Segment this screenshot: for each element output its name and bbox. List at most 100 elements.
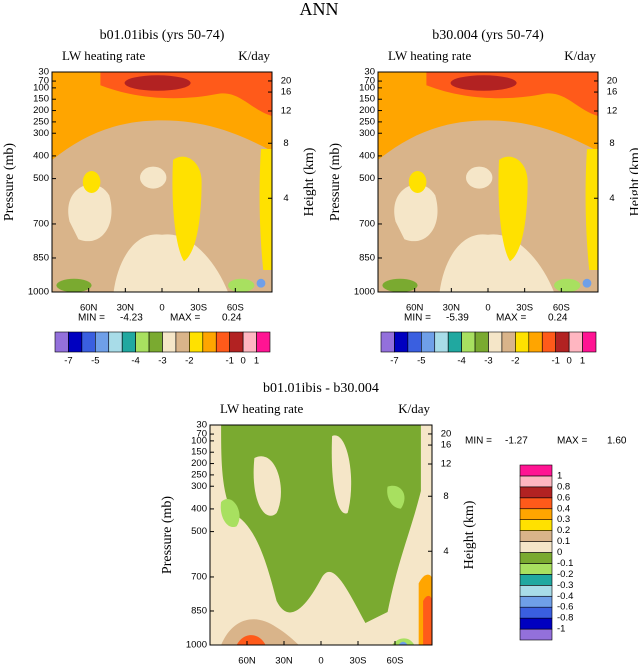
colorbar-label: -1 [557,624,565,635]
y-tick-label: 1000 [186,640,207,651]
colorbar-label: 0.3 [557,514,570,525]
y-tick-label: 700 [33,218,49,229]
colorbar-label: -0.1 [557,558,573,569]
y-tick-label: 700 [191,571,207,582]
y-tick-label: 500 [191,526,207,537]
y-tick-label: 100 [191,435,207,446]
y-tick-label: 70 [196,429,207,440]
colorbar-box [81,331,96,353]
contour-region [423,595,432,645]
y2-tick-label: 4 [283,193,288,204]
y2-tick-label: 16 [441,440,452,451]
colorbar-label: -7 [64,356,72,367]
contour-region [582,278,592,288]
colorbar-label: -0.4 [557,591,573,602]
colorbar-label: 0.4 [557,503,570,514]
colorbar-box [421,331,436,353]
colorbar-label: -5 [91,356,99,367]
colorbar-label: -3 [484,356,492,367]
colorbar-box [95,331,110,353]
x-tick-label: 0 [485,303,490,314]
y-tick-label: 150 [191,447,207,458]
x-tick-label: 30S [516,303,533,314]
colorbar-box [474,331,489,353]
y2-axis-label: Height (km) [628,147,638,216]
x-tick-label: 60N [80,303,98,314]
y-tick-label: 250 [191,469,207,480]
colorbar-label: -7 [390,356,398,367]
y-tick-label: 200 [191,458,207,469]
colorbar-box [568,331,583,353]
colorbar-label: 0.1 [557,536,570,547]
colorbar-label: 0 [240,356,245,367]
colorbar-box [54,331,69,353]
panel-units: K/day [564,48,596,63]
colorbar-box [519,508,553,520]
y-tick-label: 850 [359,252,375,263]
y-tick-label: 200 [33,105,49,116]
max-label: MAX = [496,313,526,324]
y2-axis-label: Height (km) [462,500,477,569]
colorbar-label: 1 [557,470,562,481]
y2-tick-label: 4 [609,193,614,204]
colorbar-box [519,552,553,564]
colorbar-box [519,464,553,477]
x-tick-label: 30S [350,656,367,664]
max-value: 0.24 [222,313,242,324]
y-tick-label: 300 [191,481,207,492]
colorbar-box [407,331,422,353]
y-axis-label: Pressure (mb) [2,143,17,221]
colorbar-box [519,606,553,619]
colorbar-label: -0.8 [557,613,573,624]
contour-region [398,641,408,645]
contour-region [220,499,240,528]
colorbar-label: -1 [551,356,559,367]
y-tick-label: 400 [33,150,49,161]
panel-title: b30.004 (yrs 50-74) [432,28,544,43]
y-tick-label: 850 [191,605,207,616]
y-tick-label: 30 [364,67,375,78]
colorbar-box [68,331,83,353]
y-tick-label: 250 [33,116,49,127]
y2-tick-label: 12 [441,459,452,470]
y-tick-label: 1000 [354,287,375,298]
colorbar-box [202,331,217,353]
contour-region [394,184,438,242]
colorbar-box [555,331,570,353]
y-tick-label: 30 [38,67,49,78]
colorbar-box [519,574,553,586]
y2-tick-label: 8 [609,138,614,149]
contour-region [439,234,554,292]
colorbar-box [519,486,553,499]
panel-units: K/day [398,401,430,416]
y-axis-label: Pressure (mb) [160,496,175,574]
colorbar-box [461,331,476,353]
colorbar-box [434,331,449,353]
y2-tick-label: 20 [281,75,292,86]
contour-region [228,278,255,292]
contour-field [52,72,272,292]
contour-region [450,75,517,91]
y-tick-label: 100 [33,82,49,93]
x-tick-label: 30S [190,303,207,314]
y2-tick-label: 12 [607,106,618,117]
panel-subtitle: LW heating rate [62,48,145,63]
y2-tick-label: 8 [443,491,448,502]
y-tick-label: 70 [364,76,375,87]
y2-tick-label: 4 [443,546,448,557]
colorbar-box [519,530,553,542]
panel-title: b01.01ibis - b30.004 [263,381,379,396]
colorbar-label: -0.3 [557,580,573,591]
contour-field [210,425,432,645]
panel-subtitle: LW heating rate [220,401,303,416]
colorbar-box [519,497,553,510]
panel-subtitle: LW heating rate [388,48,471,63]
contour-region [253,456,281,516]
colorbar-box [582,331,597,353]
x-tick-label: 30N [443,303,461,314]
colorbar-label: 1 [254,356,259,367]
y-tick-label: 250 [359,116,375,127]
colorbar-box [519,475,553,488]
min-label: MIN = [465,436,492,447]
